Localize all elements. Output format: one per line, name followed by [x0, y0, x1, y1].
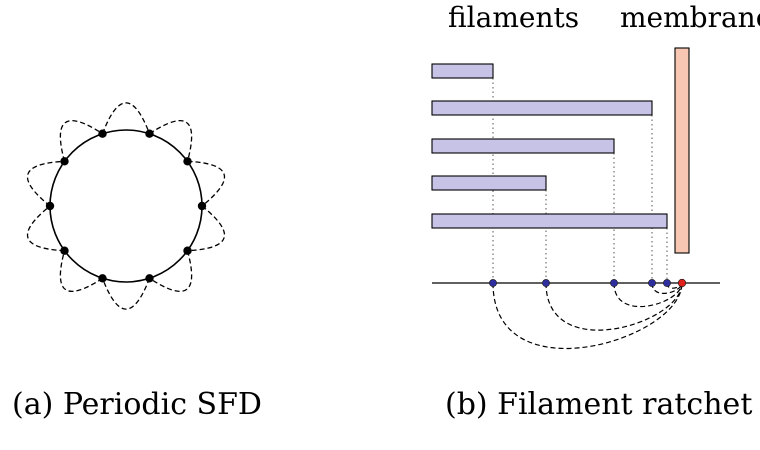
particle-site [45, 201, 55, 211]
filament [431, 63, 494, 79]
particle-site [60, 157, 69, 166]
filament-tip-marker [489, 279, 497, 287]
hop-arc [187, 205, 226, 252]
filaments-label: filaments [448, 1, 580, 34]
filament-tip-marker [663, 279, 671, 287]
particle-site [60, 246, 69, 255]
caption-periodic-sfd: (a) Periodic SFD [12, 387, 262, 422]
filament-tip-marker [648, 279, 656, 287]
particle-site [183, 246, 192, 255]
jump-arc [613, 282, 683, 308]
filament [431, 100, 653, 116]
caption-filament-ratchet: (b) Filament ratchet [445, 387, 753, 422]
hop-arc [149, 250, 193, 293]
hop-arc [149, 119, 193, 162]
particle-site [197, 201, 207, 211]
particle-site [98, 129, 107, 138]
filament [431, 213, 668, 229]
periodic-sfd-diagram [26, 102, 226, 310]
filament-tip-marker [610, 279, 618, 287]
hop-arc [101, 278, 151, 310]
particle-site [98, 274, 107, 283]
filament [431, 138, 615, 154]
particle-site [145, 129, 154, 138]
hop-arc [26, 205, 65, 252]
hop-arc [59, 250, 103, 293]
filament-tip-marker [542, 279, 550, 287]
ring [49, 129, 203, 283]
membrane-label: membrane [620, 1, 760, 34]
membrane-position-marker [677, 278, 687, 288]
hop-arc [26, 160, 65, 207]
particle-site [183, 157, 192, 166]
particle-site [145, 274, 154, 283]
hop-arc [59, 119, 103, 162]
jump-arc [545, 282, 683, 331]
membrane [674, 47, 690, 254]
hop-arc [187, 160, 226, 207]
filament [431, 175, 547, 191]
hop-arc [101, 102, 151, 134]
filament-ratchet-diagram [431, 47, 720, 349]
